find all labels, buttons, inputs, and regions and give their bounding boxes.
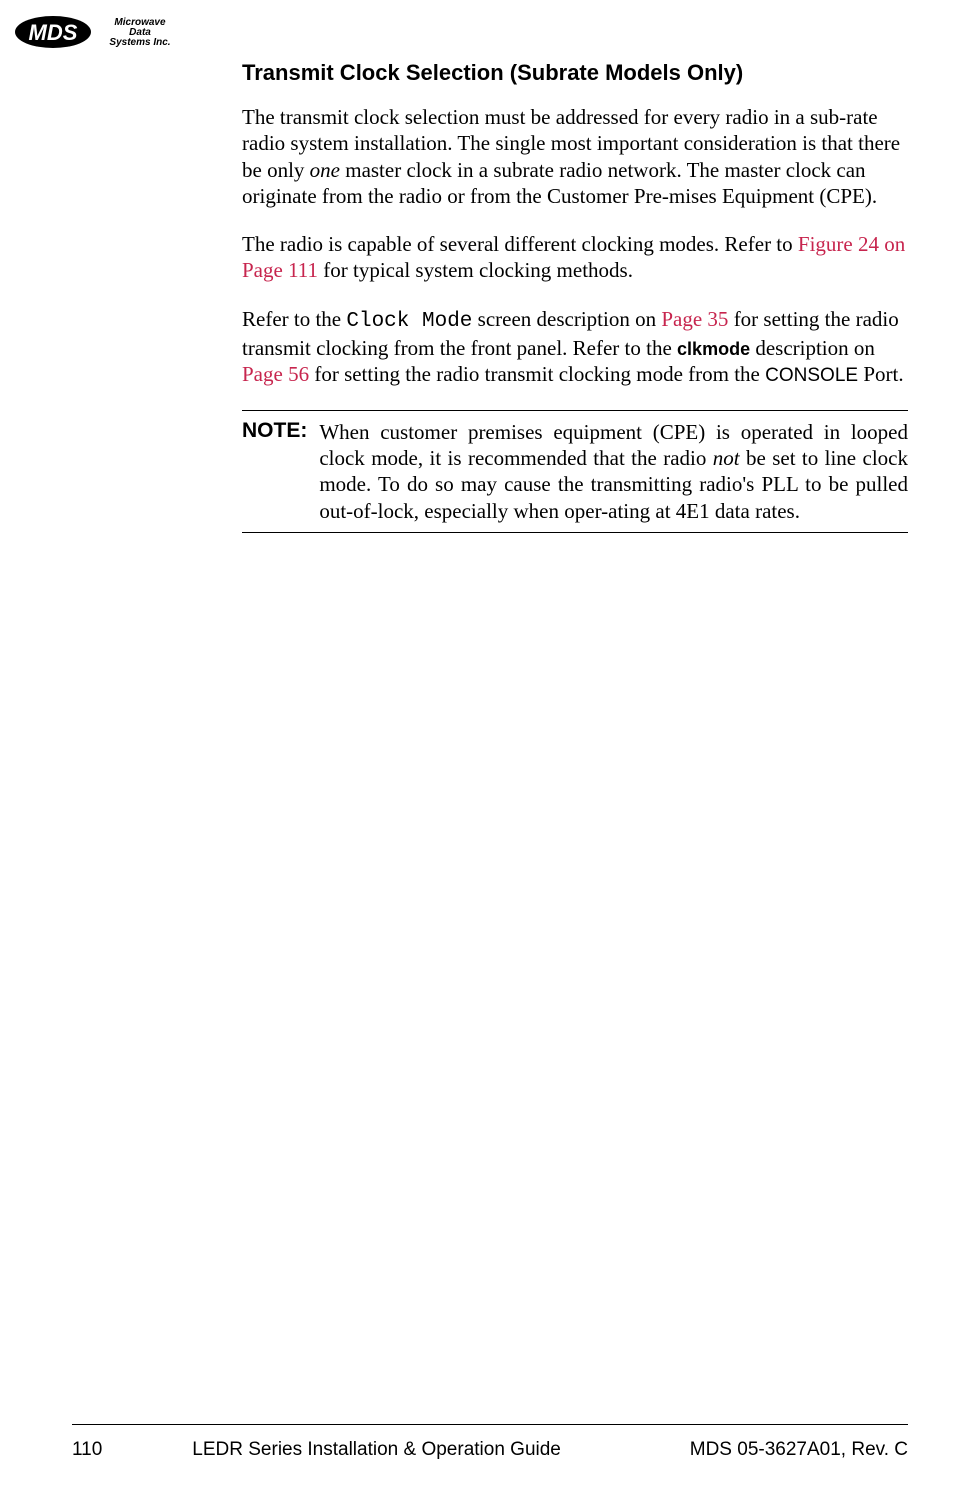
- para3-text1: Refer to the: [242, 307, 346, 331]
- paragraph-1: The transmit clock selection must be add…: [242, 104, 908, 209]
- note-italic: not: [713, 446, 740, 470]
- logo-abbrev: MDS: [29, 20, 78, 45]
- para3-mono-clockmode: Clock Mode: [346, 310, 472, 333]
- footer-page-number: 110: [72, 1439, 102, 1461]
- para3-text5: for setting the radio transmit clocking …: [309, 362, 765, 386]
- footer-rule: [72, 1424, 908, 1425]
- page-container: MDS Microwave Data Systems Inc. Transmit…: [0, 0, 980, 1501]
- content-area: Transmit Clock Selection (Subrate Models…: [242, 15, 908, 533]
- paragraph-3: Refer to the Clock Mode screen descripti…: [242, 306, 908, 388]
- company-logo: MDS Microwave Data Systems Inc.: [15, 15, 190, 50]
- para3-text2: screen description on: [472, 307, 661, 331]
- mds-logo-icon: MDS Microwave Data Systems Inc.: [15, 15, 190, 50]
- para3-text4: description on: [750, 336, 875, 360]
- para1-italic: one: [310, 158, 340, 182]
- para3-text6: Port.: [858, 362, 904, 386]
- para3-sans-console: CONSOLE: [765, 365, 858, 386]
- para3-sansbold-clkmode: clkmode: [677, 339, 750, 359]
- logo-line3: Systems Inc.: [109, 37, 170, 48]
- para2-text2: for typical system clocking methods.: [318, 258, 633, 282]
- footer-doc-title: LEDR Series Installation & Operation Gui…: [102, 1439, 689, 1461]
- para3-xref-page35[interactable]: Page 35: [661, 307, 728, 331]
- note-block: NOTE: When customer premises equipment (…: [242, 410, 908, 533]
- para3-xref-page56[interactable]: Page 56: [242, 362, 309, 386]
- footer-row: 110 LEDR Series Installation & Operation…: [72, 1439, 908, 1461]
- note-label: NOTE:: [242, 419, 319, 524]
- section-heading: Transmit Clock Selection (Subrate Models…: [242, 60, 908, 86]
- para2-text1: The radio is capable of several differen…: [242, 232, 798, 256]
- note-text: When customer premises equipment (CPE) i…: [319, 419, 908, 524]
- footer-doc-id: MDS 05-3627A01, Rev. C: [690, 1439, 908, 1461]
- paragraph-2: The radio is capable of several differen…: [242, 231, 908, 284]
- page-footer: 110 LEDR Series Installation & Operation…: [72, 1424, 908, 1461]
